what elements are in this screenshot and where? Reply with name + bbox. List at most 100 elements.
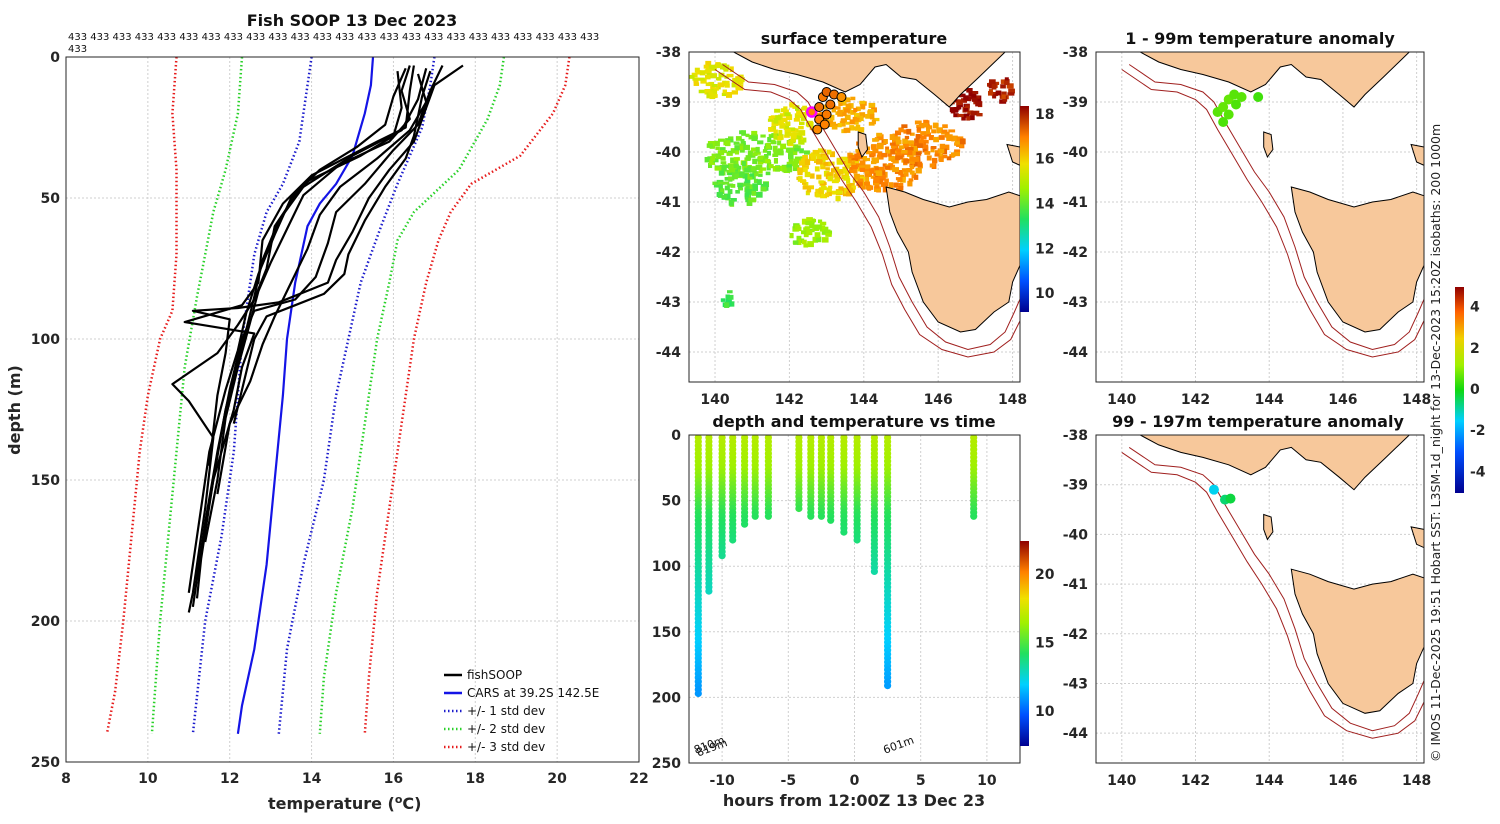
anomaly-station-marker — [1253, 92, 1264, 102]
sst-pixel — [946, 137, 954, 141]
sst-pixel — [925, 125, 933, 130]
anomaly-colorbar — [1455, 287, 1464, 493]
sst-pixel — [906, 128, 912, 135]
sst-map-lon-tick: 140 — [700, 392, 729, 408]
sst-pixel — [895, 155, 901, 161]
sst-pixel — [837, 123, 842, 128]
sst-pixel — [727, 139, 734, 143]
sst-pixel — [833, 166, 840, 172]
sst-pixel — [821, 225, 826, 230]
sst-pixel — [896, 151, 903, 157]
sst-pixel — [849, 119, 855, 125]
sst-pixel — [907, 140, 914, 145]
anomaly-deep-frame — [1095, 434, 1425, 764]
depth-time-colorbar-tick: 10 — [1035, 704, 1055, 720]
sst-map-lat-tick: -42 — [656, 245, 681, 261]
sst-pixel — [774, 108, 781, 113]
sst-pixel — [850, 110, 856, 115]
sst-pixel — [772, 153, 779, 157]
sst-pixel — [747, 176, 753, 180]
sst-colorbar-tick: 14 — [1035, 197, 1055, 213]
anomaly-deep-isobath-1000m — [1121, 451, 1424, 739]
sst-pixel — [895, 130, 902, 136]
sst-pixel — [849, 125, 855, 131]
sst-pixel — [956, 99, 963, 106]
sst-pixel — [879, 166, 885, 171]
sst-pixel — [975, 101, 982, 107]
sst-pixel — [784, 134, 790, 138]
sst-pixel — [739, 143, 744, 148]
sst-pixel — [788, 153, 794, 160]
sst-pixel — [849, 169, 856, 174]
sst-pixel — [713, 140, 720, 147]
sst-pixel — [971, 94, 976, 100]
sst-pixel — [750, 166, 756, 172]
sst-pixel — [793, 118, 800, 122]
sst-pixel — [806, 217, 813, 224]
std-dev-line — [318, 57, 506, 734]
sst-pixel — [888, 163, 894, 169]
anomaly-shallow-lon-tick: 140 — [1107, 392, 1136, 408]
profile-ytick: 0 — [50, 50, 60, 66]
sst-pixel — [859, 165, 865, 171]
sst-pixel — [737, 80, 744, 85]
sst-pixel — [735, 190, 740, 194]
sst-pixel — [926, 128, 931, 135]
sst-pixel — [988, 91, 994, 96]
anomaly-deep-lat-tick: -38 — [1063, 428, 1088, 444]
sst-pixel — [843, 108, 850, 113]
anomaly-shallow-lat-tick: -44 — [1063, 345, 1089, 361]
anomaly-station-marker — [1208, 484, 1219, 495]
std-dev-line — [105, 57, 178, 735]
std-dev-line — [150, 57, 244, 734]
anomaly-station-marker — [1218, 102, 1229, 112]
sst-pixel — [798, 130, 806, 136]
sst-pixel — [735, 84, 741, 90]
sst-pixel — [914, 120, 922, 125]
sst-pixel — [715, 146, 720, 151]
sst-pixel — [873, 172, 878, 178]
sst-pixel — [780, 143, 787, 150]
sst-pixel — [738, 187, 744, 191]
sst-pixel — [916, 125, 921, 129]
sst-map-lon-tick: 148 — [998, 392, 1027, 408]
cast-sample-point — [705, 587, 713, 595]
sst-pixel — [932, 157, 938, 164]
sst-pixel — [917, 161, 923, 168]
sst-pixel — [917, 143, 923, 148]
sst-pixel — [705, 82, 711, 87]
sst-pixel — [753, 178, 758, 183]
sst-pixel — [921, 142, 926, 148]
sst-pixel — [882, 163, 887, 167]
sst-pixel — [748, 197, 754, 202]
sst-pixel — [818, 180, 824, 184]
sst-pixel — [900, 173, 906, 180]
fishsoop-profile-line — [216, 73, 428, 495]
sst-pixel — [828, 120, 833, 124]
sst-pixel — [856, 163, 862, 168]
sst-pixel — [773, 158, 779, 164]
sst-pixel — [845, 157, 850, 162]
sst-pixel — [909, 170, 915, 175]
sst-pixel — [843, 97, 851, 102]
sst-pixel — [858, 178, 864, 182]
sst-pixel — [807, 241, 814, 248]
sst-pixel — [718, 170, 725, 176]
sst-pixel — [880, 169, 886, 176]
sst-pixel — [845, 103, 852, 109]
profile-xtick: 14 — [302, 771, 322, 787]
profile-ytick: 50 — [41, 191, 61, 207]
sst-pixel — [847, 187, 854, 194]
anomaly-shallow-frame — [1095, 51, 1425, 383]
sst-pixel — [735, 148, 740, 155]
profile-ylabel: depth (m) — [5, 365, 24, 455]
sst-pixel — [791, 149, 798, 156]
sst-pixel — [877, 134, 884, 141]
sst-pixel — [741, 161, 746, 167]
sst-pixel — [903, 169, 909, 175]
sst-pixel — [891, 158, 899, 162]
anomaly-shallow-lon-tick: 142 — [1181, 392, 1210, 408]
sst-pixel — [1004, 77, 1009, 81]
station-marker — [821, 109, 832, 120]
